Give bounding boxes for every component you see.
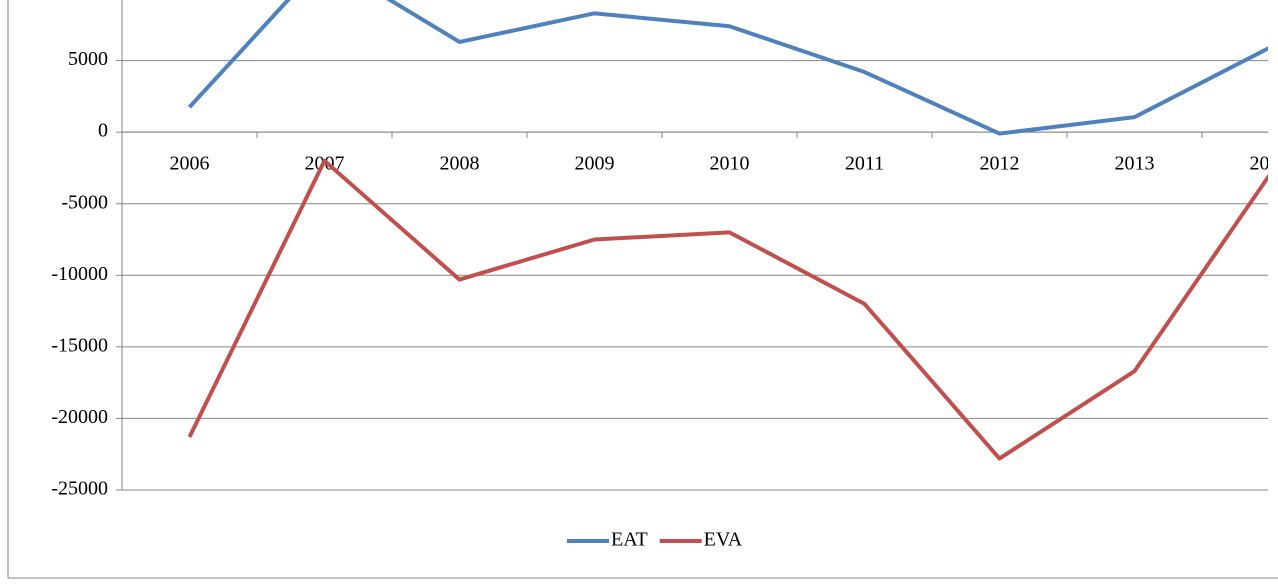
y-tick-label: 0 bbox=[98, 120, 108, 142]
x-tick-label: 2009 bbox=[575, 153, 615, 175]
legend-label: EVA bbox=[704, 529, 743, 551]
x-tick-label: 2012 bbox=[980, 153, 1020, 175]
x-tick-label: 2011 bbox=[845, 153, 884, 175]
line-series bbox=[187, 158, 1268, 461]
x-tick-label: 2006 bbox=[170, 153, 210, 175]
line-series bbox=[188, 0, 1268, 136]
plot-area: -25000 -20000 -15000 -10000 -5000 0 5000 2006 20… bbox=[51, 0, 1278, 500]
y-tick-label: -5000 bbox=[61, 191, 108, 213]
y-tick-label: -20000 bbox=[51, 406, 108, 428]
y-tick-label: -25000 bbox=[51, 478, 108, 500]
y-tick-label: 5000 bbox=[68, 48, 108, 70]
x-tick-label: 2010 bbox=[710, 153, 750, 175]
y-tick-label: -15000 bbox=[51, 334, 108, 356]
y-tick-label: -10000 bbox=[51, 263, 108, 285]
legend-label: EAT bbox=[611, 529, 648, 551]
x-tick-label: 2013 bbox=[1115, 153, 1155, 175]
x-tick-label: 2008 bbox=[440, 153, 480, 175]
x-tick-label: 2014 bbox=[1250, 153, 1278, 175]
